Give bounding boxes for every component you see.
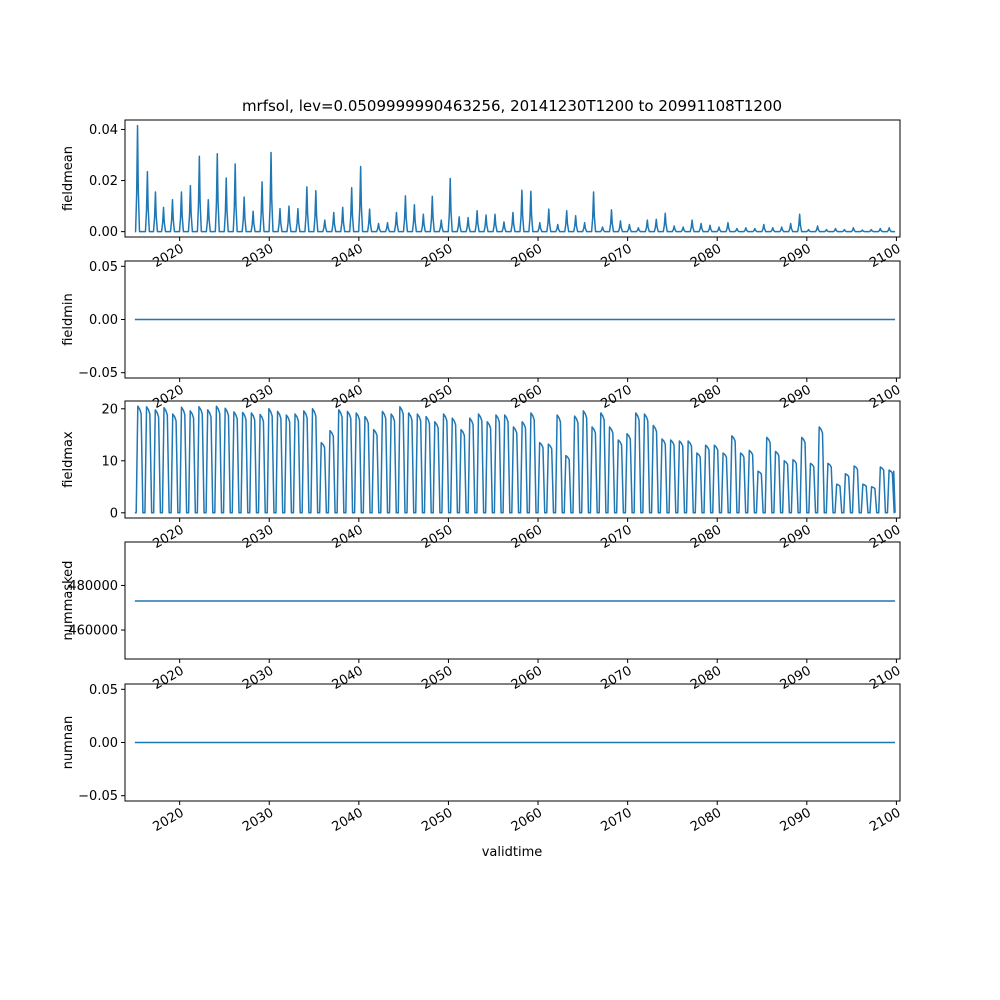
nummasked-axes-frame [124, 541, 901, 660]
nummasked-y-axis-label: nummasked [61, 561, 76, 641]
fieldmax-series-line [134, 405, 896, 514]
nummasked-y-tick-label: 480000 [68, 579, 118, 594]
x-axis-label: validtime [482, 845, 543, 860]
numnan-y-tick-label: 0.05 [89, 683, 118, 698]
figure-title: mrfsol, lev=0.0509999990463256, 20141230… [242, 97, 782, 115]
fieldmean-series-line [134, 124, 896, 233]
fieldmean-y-tick-label: 0.04 [89, 123, 118, 138]
fieldmean-axes-frame [124, 119, 901, 238]
fieldmean-y-tick-label: 0.00 [89, 225, 118, 240]
fieldmin-y-tick-label: 0.05 [89, 260, 118, 275]
numnan-y-axis-label: numnan [61, 716, 76, 770]
fieldmin-y-tick-label: −0.05 [78, 366, 118, 381]
fieldmax-y-tick-label: 10 [101, 454, 118, 469]
fieldmin-y-axis-label: fieldmin [61, 293, 76, 346]
fieldmin-y-tick-label: 0.00 [89, 313, 118, 328]
fieldmax-y-axis-label: fieldmax [61, 431, 76, 488]
nummasked-y-tick-label: 460000 [68, 624, 118, 639]
fieldmax-y-tick-label: 0 [110, 506, 118, 521]
fieldmean-y-axis-label: fieldmean [61, 146, 76, 211]
fieldmax-y-tick-label: 20 [101, 402, 118, 417]
numnan-y-tick-label: −0.05 [78, 789, 118, 804]
numnan-y-tick-label: 0.00 [89, 736, 118, 751]
fieldmean-y-tick-label: 0.02 [89, 174, 118, 189]
fieldmax-axes-frame [124, 400, 901, 519]
